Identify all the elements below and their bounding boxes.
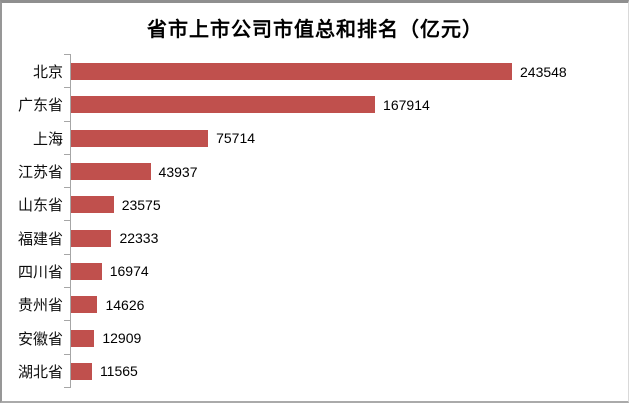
value-label: 12909 <box>102 330 142 347</box>
plot-area: 北京 243548 广东省 167914 上海 75714 江苏省 43937 山东省 23575… <box>18 53 620 388</box>
bar <box>71 329 95 347</box>
category-label: 四川省 <box>17 263 63 281</box>
bar <box>71 63 512 81</box>
value-label: 22333 <box>119 230 159 247</box>
value-label: 11565 <box>99 363 138 380</box>
category-label: 福建省 <box>17 230 63 248</box>
value-label: 75714 <box>216 130 256 147</box>
bar-row: 安徽省 12909 <box>18 320 620 354</box>
category-label: 广东省 <box>17 97 63 115</box>
bar-row: 贵州省 14626 <box>18 287 620 321</box>
bar-row: 山东省 23575 <box>18 187 620 221</box>
bar <box>71 96 376 114</box>
category-label: 上海 <box>32 130 63 148</box>
value-label: 14626 <box>105 296 145 313</box>
bar-row: 江苏省 43937 <box>18 153 620 188</box>
value-label: 23575 <box>121 196 161 213</box>
bar <box>71 262 102 280</box>
bar <box>71 196 114 214</box>
bar-row: 福建省 22333 <box>18 220 620 254</box>
category-label: 山东省 <box>17 197 63 215</box>
value-label: 243548 <box>520 63 567 80</box>
bar <box>71 129 209 147</box>
category-label: 贵州省 <box>17 297 63 315</box>
chart-title: 省市上市公司市值总和排名（亿元） <box>147 19 483 41</box>
bar-row: 广东省 167914 <box>18 87 620 121</box>
bar-row: 四川省 16974 <box>18 253 620 288</box>
bar-row: 北京 243548 <box>33 53 620 88</box>
value-label: 167914 <box>383 96 430 113</box>
value-label: 16974 <box>109 263 149 280</box>
category-label: 北京 <box>32 64 63 82</box>
bar <box>71 229 112 247</box>
category-label: 安徽省 <box>17 330 63 348</box>
bar <box>71 296 98 314</box>
bar <box>71 163 151 181</box>
bar-row: 湖北省 11565 <box>18 353 620 388</box>
bar <box>71 362 92 380</box>
category-label: 江苏省 <box>17 164 63 182</box>
category-label: 湖北省 <box>17 363 63 381</box>
bar-row: 上海 75714 <box>33 120 620 155</box>
value-label: 43937 <box>158 163 198 180</box>
